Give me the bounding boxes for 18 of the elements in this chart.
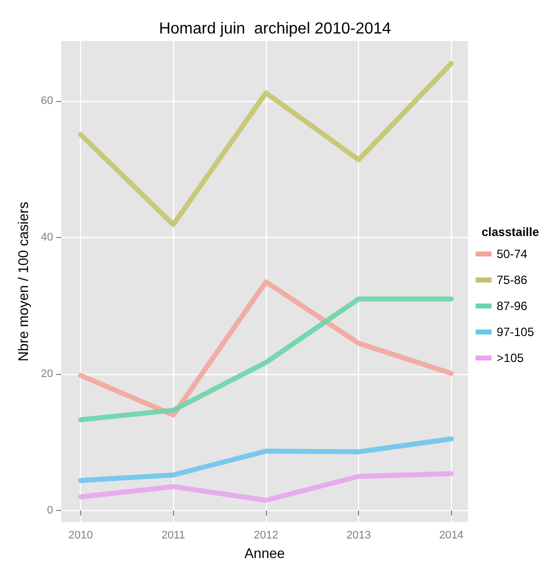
y-tick-label: 20	[40, 368, 54, 380]
legend-label: 87-96	[496, 299, 528, 313]
legend-label: 97-105	[496, 325, 534, 339]
y-axis-title: Nbre moyen / 100 casiers	[15, 202, 31, 362]
x-tick-label: 2012	[254, 530, 278, 542]
legend-label: 50-74	[496, 247, 528, 261]
y-tick-label: 0	[47, 504, 54, 516]
x-tick-label: 2011	[161, 530, 186, 542]
legend-title: classtaille	[482, 225, 540, 239]
x-tick-label: 2014	[439, 530, 464, 542]
x-tick-label: 2013	[346, 530, 371, 542]
x-axis-title: Annee	[244, 545, 286, 561]
x-tick-label: 2010	[68, 530, 93, 542]
legend-label: >105	[496, 351, 524, 365]
y-tick-label: 40	[40, 232, 54, 244]
y-tick-label: 60	[40, 95, 54, 108]
chart-title: Homard juin archipel 2010-2014	[158, 20, 392, 38]
legend-label: 75-86	[496, 273, 528, 287]
